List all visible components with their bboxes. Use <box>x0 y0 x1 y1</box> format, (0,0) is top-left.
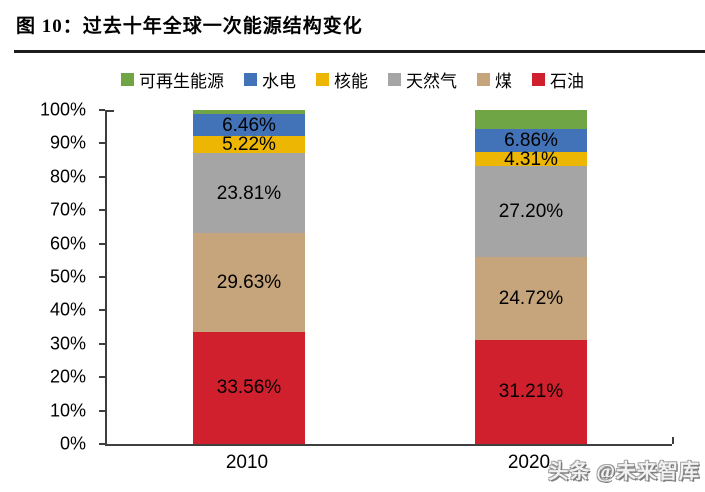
segment-value-label: 33.56% <box>216 377 282 399</box>
segment-value-label: 31.21% <box>498 381 564 403</box>
legend-swatch-icon <box>532 73 545 86</box>
segment-value-label: 24.72% <box>498 287 564 309</box>
x-axis-end-tick <box>672 437 674 444</box>
legend-label: 核能 <box>334 72 368 91</box>
y-axis-tick-label: 80% <box>49 166 86 187</box>
y-axis-tick-label: 10% <box>49 400 86 421</box>
y-axis-tick-mark <box>99 309 105 312</box>
y-axis-tick-label: 50% <box>49 266 86 287</box>
watermark: 头条 @未来智库 <box>548 461 700 483</box>
y-axis-tick-mark <box>99 409 105 412</box>
y-axis-tick-mark <box>99 276 105 278</box>
bar-segment-水电: 6.46% <box>193 114 305 137</box>
bar-segment-可再生能源 <box>193 110 305 115</box>
y-axis-tick-label: 0% <box>59 433 86 454</box>
stacked-bar-2010: 33.56% 29.63% 23.81% 5.22% 6.46% <box>193 110 305 444</box>
y-axis-tick-mark <box>99 376 105 379</box>
plot-area: 33.56% 29.63% 23.81% 5.22% 6.46% 31.21% 24.72%… <box>99 109 674 446</box>
legend-swatch-icon <box>477 73 490 86</box>
bar-segment-石油: 33.56% <box>193 331 305 444</box>
y-axis-tick-mark <box>99 443 105 445</box>
y-axis-tick-label: 30% <box>49 333 86 354</box>
segment-value-label: 5.22% <box>222 134 276 156</box>
y-axis-labels: 100% 90% 80% 70% 60% 50% 40% 30% 20% 10% 0% <box>0 100 96 454</box>
y-axis-tick-mark <box>99 342 105 345</box>
legend-label: 天然气 <box>406 72 457 91</box>
title-divider <box>14 50 705 53</box>
figure-title: 图 10：过去十年全球一次能源结构变化 <box>16 16 363 37</box>
segment-value-label: 4.31% <box>504 148 558 170</box>
bar-segment-石油: 31.21% <box>475 339 587 444</box>
y-axis-top-tick <box>107 110 114 112</box>
bar-segment-煤: 29.63% <box>193 232 305 332</box>
bar-segment-水电: 6.86% <box>475 129 587 152</box>
x-axis-label-2020: 2020 <box>507 452 551 473</box>
x-axis-label-2010: 2010 <box>225 452 269 473</box>
y-axis-tick-mark <box>99 109 105 111</box>
legend-item: 天然气 <box>388 67 457 92</box>
y-axis-tick-label: 70% <box>49 199 86 220</box>
legend-item: 煤 <box>477 67 512 92</box>
legend-label: 水电 <box>262 72 296 91</box>
y-axis-tick-label: 100% <box>39 99 86 120</box>
legend-label: 石油 <box>550 72 584 91</box>
legend-item: 水电 <box>244 67 296 92</box>
segment-value-label: 6.86% <box>504 130 558 152</box>
segment-value-label: 27.20% <box>498 201 564 223</box>
y-axis-tick-mark <box>99 209 105 212</box>
legend-item: 可再生能源 <box>121 67 224 92</box>
legend-item: 石油 <box>532 67 584 92</box>
legend-swatch-icon <box>316 73 329 86</box>
bar-segment-核能: 4.31% <box>475 148 587 170</box>
segment-value-label: 29.63% <box>216 271 282 293</box>
legend-item: 核能 <box>316 67 368 92</box>
bar-segment-天然气: 27.20% <box>475 166 587 258</box>
y-axis-tick-label: 90% <box>49 132 86 153</box>
segment-value-label: 23.81% <box>216 182 282 204</box>
segment-value-label: 6.46% <box>222 114 276 136</box>
y-axis-tick-mark <box>99 242 105 245</box>
legend-label: 煤 <box>495 72 512 91</box>
bar-segment-天然气: 23.81% <box>193 153 305 233</box>
chart-legend: 可再生能源 水电 核能 天然气 煤 石油 <box>0 67 705 92</box>
legend-swatch-icon <box>388 73 401 86</box>
bar-segment-煤: 24.72% <box>475 257 587 340</box>
legend-label: 可再生能源 <box>139 72 224 91</box>
y-axis-tick-mark <box>99 142 105 145</box>
y-axis-tick-label: 60% <box>49 233 86 254</box>
legend-swatch-icon <box>244 73 257 86</box>
bar-segment-可再生能源 <box>475 110 587 130</box>
y-axis-tick-mark <box>99 175 105 178</box>
y-axis-tick-label: 20% <box>49 366 86 387</box>
legend-swatch-icon <box>121 73 134 86</box>
bar-segment-核能: 5.22% <box>193 134 305 156</box>
y-axis-tick-label: 40% <box>49 299 86 320</box>
stacked-bar-2020: 31.21% 24.72% 27.20% 4.31% 6.86% <box>475 110 587 444</box>
